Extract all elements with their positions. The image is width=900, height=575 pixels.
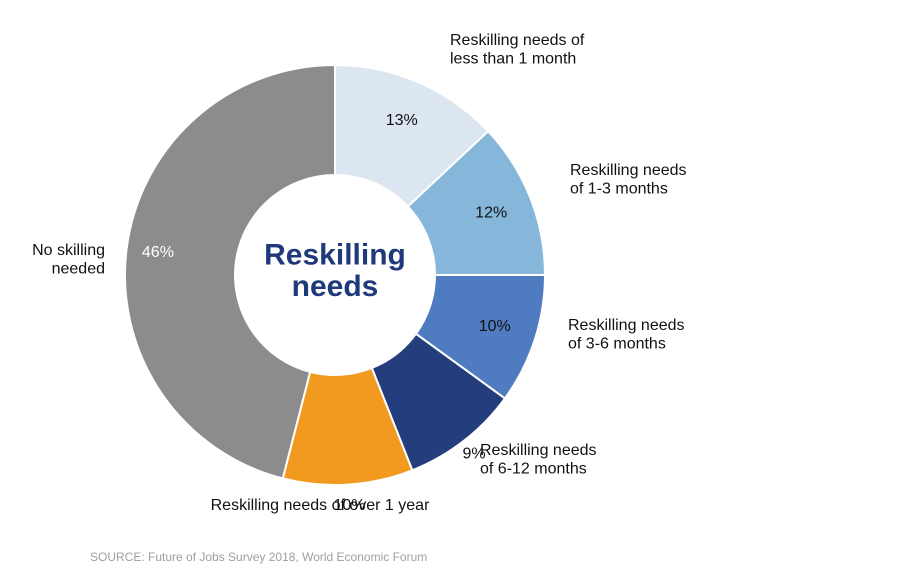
segment-pct-label: 46%: [142, 244, 174, 261]
segment-pct-label: 13%: [386, 112, 418, 129]
segment-label: Reskilling needsof 6-12 months: [480, 442, 597, 477]
source-text: SOURCE: Future of Jobs Survey 2018, Worl…: [90, 550, 427, 564]
source-label: SOURCE: Future of Jobs Survey 2018, Worl…: [90, 550, 427, 564]
segment-label: Reskilling needs ofless than 1 month: [450, 32, 585, 67]
segment-label: Reskilling needs of over 1 year: [211, 497, 430, 514]
segment-pct-label: 10%: [479, 318, 511, 335]
segment-label: Reskilling needsof 1-3 months: [570, 162, 687, 197]
segment-label: No skillingneeded: [32, 242, 105, 277]
chart-container: 13% Reskilling needs ofless than 1 month 1…: [0, 0, 900, 575]
segment-pct-label: 12%: [475, 204, 507, 221]
chart-center-title: Reskillingneeds: [264, 239, 406, 304]
segment-label: Reskilling needsof 3-6 months: [568, 317, 685, 352]
donut-chart: 13% Reskilling needs ofless than 1 month 1…: [0, 0, 900, 575]
